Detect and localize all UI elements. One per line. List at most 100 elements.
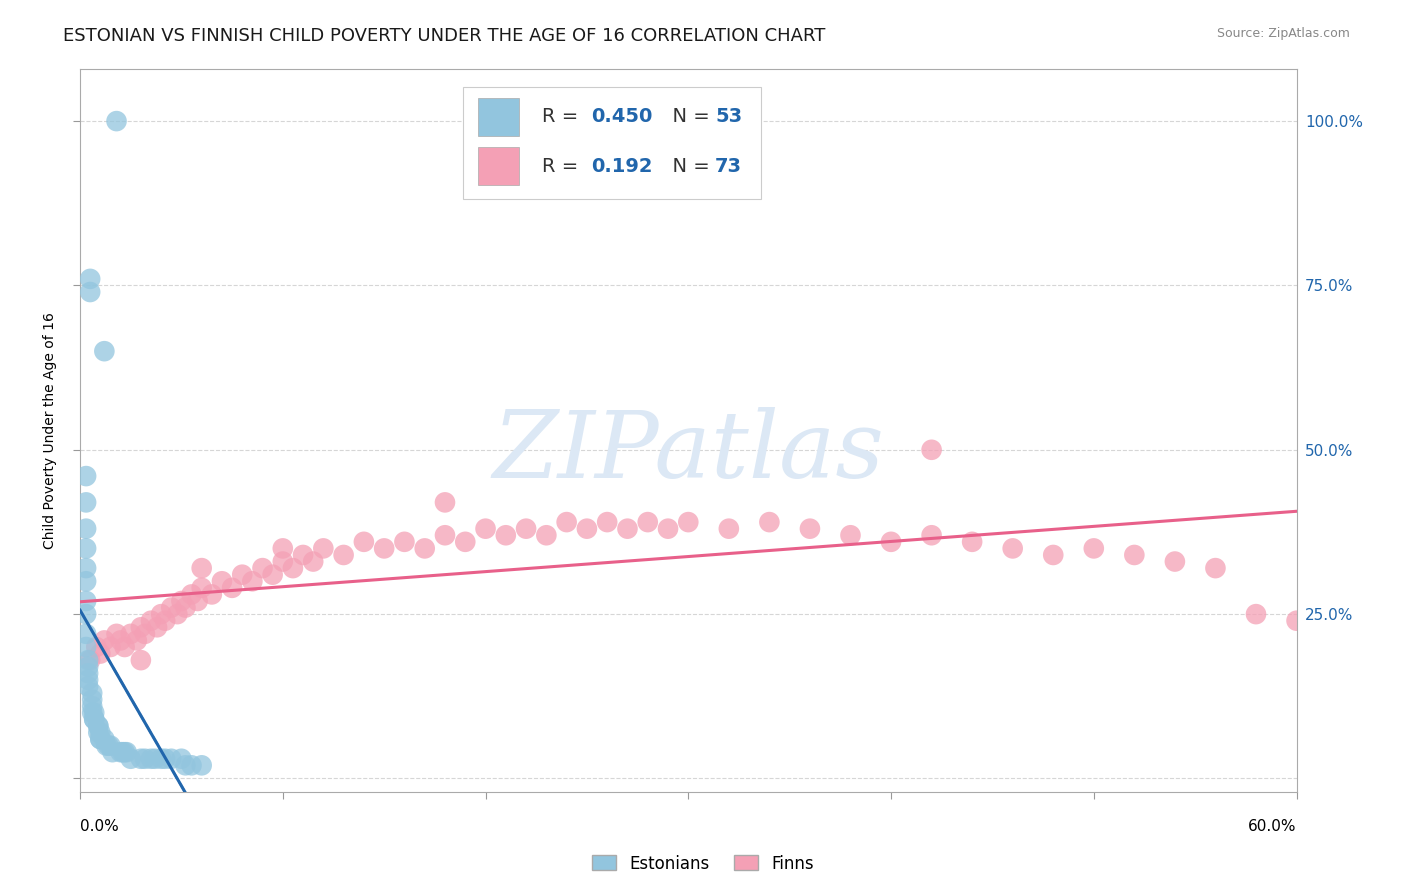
Point	[111, 745, 134, 759]
Point	[93, 633, 115, 648]
Point	[1042, 548, 1064, 562]
Point	[93, 344, 115, 359]
Point	[758, 515, 780, 529]
Point	[105, 114, 128, 128]
Text: 0.192: 0.192	[591, 157, 652, 176]
Point	[187, 594, 209, 608]
Point	[75, 495, 97, 509]
Point	[146, 620, 169, 634]
Point	[120, 752, 142, 766]
Text: R =: R =	[543, 107, 585, 127]
Point	[87, 719, 110, 733]
Point	[101, 745, 124, 759]
Point	[87, 719, 110, 733]
Point	[83, 712, 105, 726]
Text: 60.0%: 60.0%	[1249, 820, 1296, 834]
Point	[921, 528, 943, 542]
Point	[77, 666, 100, 681]
Point	[75, 522, 97, 536]
Point	[921, 442, 943, 457]
Point	[82, 699, 104, 714]
Point	[75, 574, 97, 589]
Point	[433, 495, 456, 509]
Point	[84, 640, 107, 654]
Point	[1001, 541, 1024, 556]
Point	[100, 640, 122, 654]
Point	[536, 528, 558, 542]
Point	[166, 607, 188, 621]
Point	[75, 627, 97, 641]
Point	[129, 752, 152, 766]
Point	[678, 515, 700, 529]
Point	[240, 574, 263, 589]
Point	[105, 627, 128, 641]
Point	[110, 745, 132, 759]
Point	[75, 594, 97, 608]
Point	[717, 522, 740, 536]
FancyBboxPatch shape	[478, 98, 519, 136]
Point	[312, 541, 335, 556]
Point	[170, 594, 193, 608]
Point	[474, 522, 496, 536]
Legend: Estonians, Finns: Estonians, Finns	[586, 848, 820, 880]
Point	[79, 272, 101, 286]
Point	[115, 745, 138, 759]
Point	[114, 640, 136, 654]
Text: Source: ZipAtlas.com: Source: ZipAtlas.com	[1216, 27, 1350, 40]
Point	[1123, 548, 1146, 562]
Point	[114, 745, 136, 759]
Point	[75, 541, 97, 556]
Point	[150, 607, 173, 621]
Point	[190, 581, 212, 595]
Point	[271, 555, 294, 569]
Point	[252, 561, 274, 575]
FancyBboxPatch shape	[463, 87, 761, 199]
Point	[839, 528, 862, 542]
Point	[515, 522, 537, 536]
Point	[555, 515, 578, 529]
Point	[433, 528, 456, 542]
Point	[1285, 614, 1308, 628]
Point	[77, 653, 100, 667]
Point	[139, 614, 162, 628]
Point	[231, 567, 253, 582]
Text: ESTONIAN VS FINNISH CHILD POVERTY UNDER THE AGE OF 16 CORRELATION CHART: ESTONIAN VS FINNISH CHILD POVERTY UNDER …	[63, 27, 825, 45]
Point	[1164, 555, 1187, 569]
Point	[75, 640, 97, 654]
Point	[454, 534, 477, 549]
Point	[201, 587, 224, 601]
Point	[129, 620, 152, 634]
Point	[134, 627, 156, 641]
Point	[960, 534, 983, 549]
Point	[575, 522, 598, 536]
Point	[75, 469, 97, 483]
Point	[495, 528, 517, 542]
Point	[262, 567, 284, 582]
Point	[616, 522, 638, 536]
Point	[77, 673, 100, 687]
Point	[174, 600, 197, 615]
Point	[125, 633, 148, 648]
Point	[211, 574, 233, 589]
Point	[190, 561, 212, 575]
Point	[75, 607, 97, 621]
Point	[180, 587, 202, 601]
Point	[89, 732, 111, 747]
Text: N =: N =	[661, 107, 716, 127]
Point	[79, 285, 101, 299]
Text: ZIPatlas: ZIPatlas	[492, 407, 884, 497]
Point	[83, 706, 105, 720]
Point	[89, 725, 111, 739]
Text: 53: 53	[716, 107, 742, 127]
Point	[150, 752, 173, 766]
Point	[160, 600, 183, 615]
Point	[174, 758, 197, 772]
Point	[332, 548, 354, 562]
Point	[89, 732, 111, 747]
Text: 0.0%: 0.0%	[80, 820, 118, 834]
Point	[221, 581, 243, 595]
Point	[143, 752, 166, 766]
Point	[129, 653, 152, 667]
Point	[134, 752, 156, 766]
Point	[190, 758, 212, 772]
